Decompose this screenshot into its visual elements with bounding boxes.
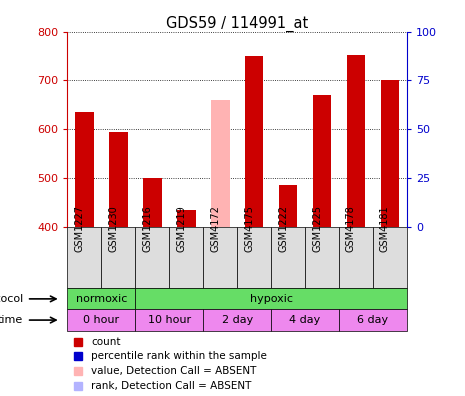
Bar [67,227,101,288]
Bar [237,227,271,288]
Text: value, Detection Call = ABSENT: value, Detection Call = ABSENT [91,366,257,376]
Bar [245,56,264,227]
Text: time: time [0,315,23,325]
Text: 0 hour: 0 hour [83,315,120,325]
Text: GSM1219: GSM1219 [176,206,186,252]
Bar [271,227,305,288]
Bar [177,210,196,227]
Bar [135,310,203,331]
Bar [67,288,135,310]
Bar [101,227,135,288]
Bar [279,185,298,227]
Text: GSM1216: GSM1216 [142,206,152,252]
Bar [339,310,407,331]
Text: 2 day: 2 day [221,315,253,325]
Bar [305,227,339,288]
Bar [271,310,339,331]
Text: GSM4172: GSM4172 [210,205,220,252]
Text: 4 day: 4 day [289,315,321,325]
Bar [169,227,203,288]
Bar [109,132,128,227]
Bar [67,310,135,331]
Bar [312,95,332,227]
Text: protocol: protocol [0,294,23,304]
Bar [143,178,162,227]
Text: GSM1227: GSM1227 [74,205,84,252]
Text: hypoxic: hypoxic [250,294,292,304]
Bar [211,100,230,227]
Text: GSM4178: GSM4178 [346,206,356,252]
Text: GSM1222: GSM1222 [278,205,288,252]
Text: 10 hour: 10 hour [148,315,191,325]
Bar [346,55,365,227]
Text: count: count [91,337,121,347]
Bar [373,227,407,288]
Title: GDS59 / 114991_at: GDS59 / 114991_at [166,15,308,32]
Bar [203,227,237,288]
Text: GSM1225: GSM1225 [312,205,322,252]
Text: percentile rank within the sample: percentile rank within the sample [91,352,267,362]
Bar [203,310,271,331]
Bar [75,112,94,227]
Bar [135,288,407,310]
Bar [339,227,373,288]
Text: rank, Detection Call = ABSENT: rank, Detection Call = ABSENT [91,381,252,391]
Text: normoxic: normoxic [76,294,127,304]
Text: GSM4181: GSM4181 [380,206,390,252]
Text: GSM1230: GSM1230 [108,206,118,252]
Bar [135,227,169,288]
Text: 6 day: 6 day [358,315,388,325]
Text: GSM4175: GSM4175 [244,205,254,252]
Bar [380,80,399,227]
